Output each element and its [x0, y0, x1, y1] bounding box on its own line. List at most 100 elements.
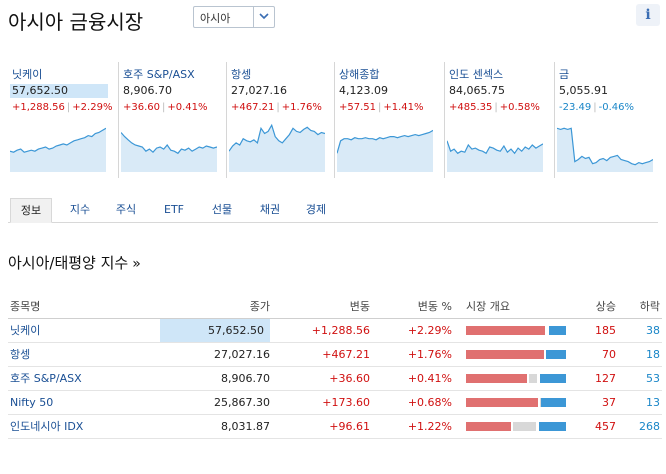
tab-etf[interactable]: ETF — [164, 203, 184, 216]
market-breadth-bar — [466, 422, 566, 431]
sparkline-area — [121, 132, 217, 172]
advance-segment — [466, 350, 544, 359]
tile-change: +467.21 | +1.76% — [231, 102, 322, 113]
tile-name[interactable]: 상해종합 — [339, 68, 380, 81]
row-name[interactable]: 항셍 — [10, 348, 31, 361]
tile-shanghai[interactable]: 상해종합 4,123.09 +57.51 | +1.41% — [334, 62, 433, 178]
region-dropdown-value: 아시아 — [200, 12, 231, 25]
row-decline: 53 — [646, 372, 660, 385]
row-advance: 70 — [602, 348, 616, 361]
tile-name[interactable]: 항셍 — [231, 68, 252, 81]
tile-asx[interactable]: 호주 S&P/ASX 8,906.70 +36.60 | +0.41% — [118, 62, 217, 178]
row-name[interactable]: 인도네시아 IDX — [10, 420, 84, 433]
table-row[interactable]: 닛케이 57,652.50 +1,288.56 +2.29% 185 38 — [8, 319, 662, 343]
market-breadth-bar — [466, 398, 566, 407]
decline-segment — [549, 326, 566, 335]
tile-gold[interactable]: 금 5,055.91 -23.49 | -0.46% — [554, 62, 653, 178]
row-price: 25,867.30 — [214, 396, 270, 409]
header-advance[interactable]: 상승 — [595, 300, 616, 313]
tile-change: +485.35 | +0.58% — [449, 102, 540, 113]
region-dropdown[interactable]: 아시아 — [193, 6, 275, 28]
unchanged-segment — [529, 374, 537, 383]
sparkline-area — [557, 128, 653, 172]
row-decline: 13 — [646, 396, 660, 409]
double-arrow-icon[interactable]: » — [132, 256, 141, 272]
header-overview: 시장 개요 — [466, 300, 510, 313]
tile-change: -23.49 | -0.46% — [559, 102, 635, 113]
row-name[interactable]: 닛케이 — [10, 324, 41, 337]
decline-segment — [539, 422, 566, 431]
row-change: +1,288.56 — [311, 324, 370, 337]
header-pct[interactable]: 변동 % — [417, 300, 452, 313]
tile-nikkei[interactable]: 닛케이 57,652.50 +1,288.56 | +2.29% — [8, 62, 112, 178]
sparkline-chart — [121, 132, 217, 172]
section-title[interactable]: 아시아/태평양 지수 — [8, 254, 129, 272]
sparkline-area — [229, 125, 325, 172]
table-row[interactable]: 호주 S&P/ASX 8,906.70 +36.60 +0.41% 127 53 — [8, 367, 662, 391]
tab-futures[interactable]: 선물 — [211, 203, 233, 216]
sparkline-line — [10, 127, 106, 153]
tile-name[interactable]: 호주 S&P/ASX — [123, 68, 195, 81]
row-advance: 457 — [595, 420, 616, 433]
row-price: 27,027.16 — [214, 348, 270, 361]
tile-name[interactable]: 금 — [559, 68, 570, 81]
header-price[interactable]: 종가 — [249, 300, 270, 313]
row-decline: 38 — [646, 324, 660, 337]
sparkline-chart — [557, 127, 653, 172]
row-pct: +2.29% — [407, 324, 452, 337]
advance-segment — [466, 374, 527, 383]
row-change: +173.60 — [322, 396, 370, 409]
sparkline-line — [447, 140, 543, 155]
row-change: +467.21 — [322, 348, 370, 361]
tab-indices[interactable]: 지수 — [69, 203, 91, 216]
table-row[interactable]: 인도네시아 IDX 8,031.87 +96.61 +1.22% 457 268 — [8, 415, 662, 439]
sparkline-chart — [229, 123, 325, 172]
advance-segment — [466, 398, 538, 407]
tab-bonds[interactable]: 채권 — [259, 203, 281, 216]
advance-segment — [466, 326, 545, 335]
section-heading[interactable]: 아시아/태평양 지수» — [8, 252, 141, 273]
row-decline: 18 — [646, 348, 660, 361]
row-change: +96.61 — [329, 420, 370, 433]
tile-sensex[interactable]: 인도 센섹스 84,065.75 +485.35 | +0.58% — [444, 62, 543, 178]
decline-segment — [541, 398, 566, 407]
sparkline-line — [229, 123, 325, 152]
tile-price: 4,123.09 — [339, 84, 388, 97]
row-name[interactable]: Nifty 50 — [10, 396, 54, 409]
tile-price: 5,055.91 — [559, 84, 608, 97]
tile-change: +36.60 | +0.41% — [123, 102, 208, 113]
page-title: 아시아 금융시장 — [8, 10, 144, 34]
sparkline-area — [447, 140, 543, 172]
sparkline-line — [337, 129, 433, 154]
tile-name[interactable]: 인도 센섹스 — [449, 68, 504, 81]
tile-price: 27,027.16 — [231, 84, 287, 97]
tab-stocks[interactable]: 주식 — [115, 203, 137, 216]
table-row[interactable]: 항셍 27,027.16 +467.21 +1.76% 70 18 — [8, 343, 662, 367]
tile-price: 8,906.70 — [123, 84, 172, 97]
tab-info[interactable]: 정보 — [10, 198, 52, 223]
decline-segment — [540, 374, 566, 383]
header-name[interactable]: 종목명 — [10, 300, 41, 313]
tab-economy[interactable]: 경제 — [305, 203, 327, 216]
advance-segment — [466, 422, 511, 431]
row-pct: +1.76% — [407, 348, 452, 361]
row-pct: +0.68% — [407, 396, 452, 409]
sparkline-chart — [447, 140, 543, 172]
tile-name[interactable]: 닛케이 — [12, 68, 43, 81]
table-row[interactable]: Nifty 50 25,867.30 +173.60 +0.68% 37 13 — [8, 391, 662, 415]
market-breadth-bar — [466, 350, 566, 359]
row-name[interactable]: 호주 S&P/ASX — [10, 372, 82, 385]
tile-change: +57.51 | +1.41% — [339, 102, 424, 113]
tile-hangseng[interactable]: 항셍 27,027.16 +467.21 | +1.76% — [226, 62, 325, 178]
row-price: 8,031.87 — [221, 420, 270, 433]
header-decline[interactable]: 하락 — [639, 300, 660, 313]
row-decline: 268 — [639, 420, 660, 433]
tab-bar: 정보 지수 주식 ETF 선물 채권 경제 — [8, 198, 658, 223]
chevron-down-icon — [253, 7, 274, 27]
info-icon[interactable]: i — [636, 4, 660, 26]
market-tiles: 닛케이 57,652.50 +1,288.56 | +2.29% 호주 S&P/AS… — [8, 62, 658, 180]
row-advance: 127 — [595, 372, 616, 385]
unchanged-segment — [513, 422, 536, 431]
sparkline-chart — [337, 129, 433, 172]
header-change[interactable]: 변동 — [349, 300, 370, 313]
